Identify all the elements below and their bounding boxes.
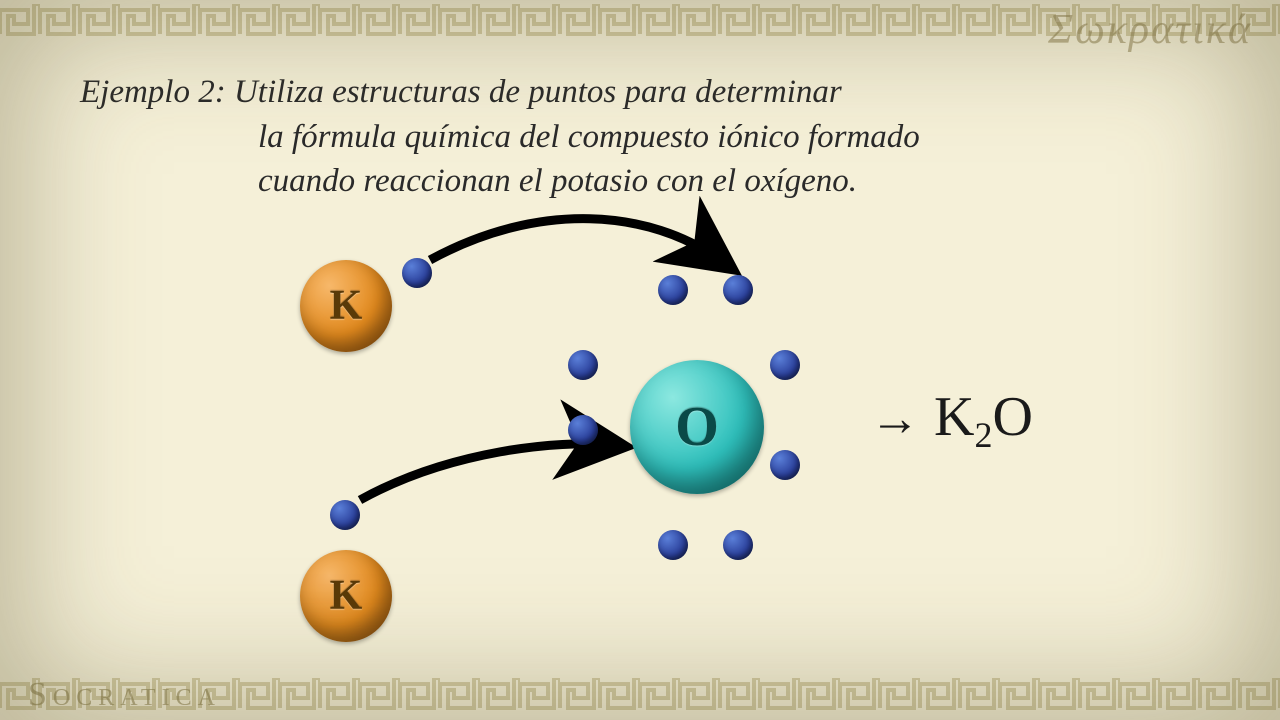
arrow-path-1 [430,219,720,260]
atom-k-1-label: K [330,282,363,330]
title-line2: la fórmula química del compuesto iónico … [80,115,1200,160]
electron-o-6 [568,350,598,380]
result-base: K [934,386,974,448]
electron-o-5 [568,415,598,445]
atom-k-1: K [300,260,392,352]
title-line3: cuando reaccionan el potasio con el oxíg… [80,159,1200,204]
atom-o: O [630,360,764,494]
electron-o-4 [658,530,688,560]
electron-o-0 [723,275,753,305]
title-block: Ejemplo 2: Utiliza estructuras de puntos… [80,70,1200,204]
brand-latin: Socratica [28,676,221,714]
result-formula: → K2O [870,385,1033,456]
title-line1: Utiliza estructuras de puntos para deter… [234,74,842,110]
atom-o-label: O [675,395,719,459]
electron-k1 [402,258,432,288]
atom-k-2-label: K [330,572,363,620]
result-tail: O [992,386,1032,448]
electron-o-2 [770,450,800,480]
electron-k2 [330,500,360,530]
electron-o-7 [658,275,688,305]
electron-o-3 [723,530,753,560]
electron-o-1 [770,350,800,380]
diagram: K K O → K2O [0,220,1280,660]
atom-k-2: K [300,550,392,642]
title-label: Ejemplo 2: [80,74,226,110]
result-sub: 2 [974,415,992,455]
result-arrow: → [870,390,920,446]
brand-greek: Σωκρατικά [1048,6,1252,54]
arrow-path-2 [360,444,610,500]
